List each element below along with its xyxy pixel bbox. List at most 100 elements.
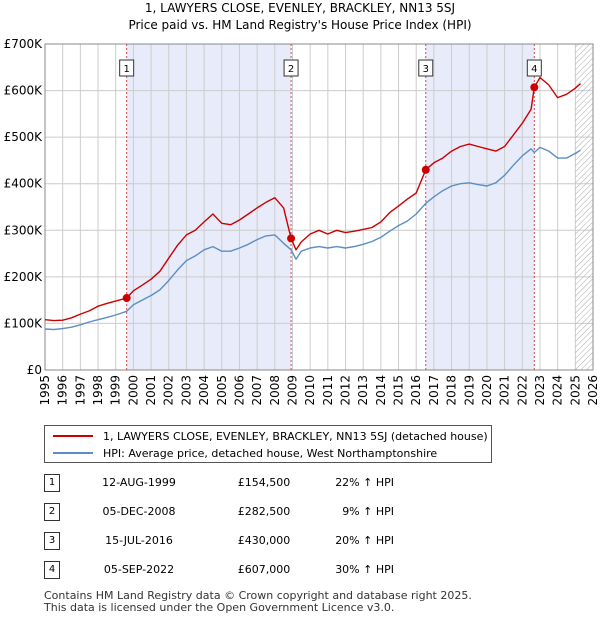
x-tick-label: 2009: [285, 375, 299, 406]
x-tick-label: 2023: [533, 375, 547, 406]
sales-table: 1 12-AUG-1999 £154,500 22% ↑ HPI 2 05-DE…: [44, 470, 444, 586]
x-tick-label: 2016: [409, 375, 423, 406]
sale-badge: 2: [44, 503, 60, 521]
legend-swatch-property: [53, 435, 93, 437]
x-tick-label: 2020: [480, 375, 494, 406]
sale-badge-label-2: 2: [288, 64, 294, 75]
title-line-2: Price paid vs. HM Land Registry's House …: [128, 18, 472, 32]
sale-badge-box-2: [283, 59, 299, 77]
hatched-region: [575, 44, 593, 370]
legend-label-property: 1, LAWYERS CLOSE, EVENLEY, BRACKLEY, NN1…: [103, 429, 488, 443]
gridlines: [44, 43, 594, 371]
x-tick-label: 1998: [91, 375, 105, 406]
x-tick-label: 2012: [339, 375, 353, 406]
x-tick-label: 2006: [232, 375, 246, 406]
y-tick-label: £700K: [4, 37, 44, 51]
sale-date: 12-AUG-1999: [102, 476, 176, 489]
sale-date: 05-DEC-2008: [102, 505, 176, 518]
sale-hpi-change: 20% ↑ HPI: [335, 534, 394, 547]
x-tick-label: 2013: [356, 375, 370, 406]
sale-price: £282,500: [237, 505, 291, 518]
x-axis: 1995 1996 1997 1998 1999 2000 2001 2002 2003 2004…: [38, 375, 600, 406]
sale-badge-box-1: [119, 59, 135, 77]
legend-item-hpi: HPI: Average price, detached house, West…: [53, 445, 437, 461]
y-tick-label: £0: [27, 363, 42, 377]
x-tick-label: 2025: [568, 375, 582, 406]
x-tick-label: 1996: [56, 375, 70, 406]
sale-badges: 1 2 3 4: [119, 59, 542, 77]
shaded-region-1: [126, 44, 292, 370]
sale-hpi-change: 22% ↑ HPI: [335, 476, 394, 489]
x-tick-label: 2007: [250, 375, 264, 406]
table-row: 2 05-DEC-2008 £282,500 9% ↑ HPI: [44, 499, 444, 528]
y-tick-label: £600K: [4, 84, 44, 98]
y-tick-label: £400K: [4, 177, 44, 191]
sale-hpi-change: 30% ↑ HPI: [335, 563, 394, 576]
footer: Contains HM Land Registry data © Crown c…: [44, 590, 472, 614]
sale-point-1: [122, 294, 131, 303]
x-tick-label: 2002: [162, 375, 176, 406]
series-line-hpi: [44, 146, 581, 331]
sale-point-3: [421, 165, 430, 174]
series-lines: [44, 76, 582, 331]
x-tick-label: 2005: [215, 375, 229, 406]
chart-title: 1, LAWYERS CLOSE, EVENLEY, BRACKLEY, NN1…: [0, 0, 600, 34]
x-tick-label: 2000: [126, 375, 140, 406]
sale-point-2: [287, 234, 296, 243]
footer-line-1: Contains HM Land Registry data © Crown c…: [44, 589, 472, 602]
x-tick-label: 2022: [515, 375, 529, 406]
sale-badge-box-3: [418, 59, 434, 77]
sale-badge-box-4: [526, 59, 542, 77]
sale-badge: 4: [44, 561, 60, 579]
x-tick-label: 2026: [586, 375, 600, 406]
y-tick-label: £100K: [4, 316, 44, 330]
y-axis: £0 £100K £200K £300K £400K £500K £600K £700K: [4, 37, 44, 377]
x-tick-label: 2011: [321, 375, 335, 406]
future-hatch: [575, 44, 593, 370]
sale-price: £430,000: [237, 534, 291, 547]
title-line-1: 1, LAWYERS CLOSE, EVENLEY, BRACKLEY, NN1…: [144, 1, 456, 15]
x-tick-label: 2003: [179, 375, 193, 406]
x-tick-label: 1995: [38, 375, 52, 406]
series-line-property: [44, 76, 582, 322]
sale-date: 05-SEP-2022: [103, 563, 175, 576]
sale-badge-label-3: 3: [423, 64, 429, 75]
sale-badge: 3: [44, 532, 60, 550]
footer-line-2: This data is licensed under the Open Gov…: [44, 601, 395, 614]
legend-label-hpi: HPI: Average price, detached house, West…: [103, 446, 438, 460]
x-tick-label: 2017: [427, 375, 441, 406]
sale-points: [122, 83, 539, 303]
table-row: 3 15-JUL-2016 £430,000 20% ↑ HPI: [44, 528, 444, 557]
legend-item-property: 1, LAWYERS CLOSE, EVENLEY, BRACKLEY, NN1…: [53, 428, 488, 444]
shaded-regions: [45, 44, 593, 370]
x-tick-label: 2015: [392, 375, 406, 406]
shaded-region-2: [425, 44, 535, 370]
x-tick-label: 2014: [374, 375, 388, 406]
y-tick-label: £300K: [4, 223, 44, 237]
x-tick-label: 1999: [109, 375, 123, 406]
x-tick-label: 2004: [197, 375, 211, 406]
sale-hpi-change: 9% ↑ HPI: [342, 505, 394, 518]
x-tick-label: 2001: [144, 375, 158, 406]
table-row: 1 12-AUG-1999 £154,500 22% ↑ HPI: [44, 470, 444, 499]
x-tick-label: 2008: [268, 375, 282, 406]
x-tick-label: 2018: [445, 375, 459, 406]
x-tick-label: 2010: [303, 375, 317, 406]
sale-badge: 1: [44, 474, 60, 492]
x-tick-label: 2019: [462, 375, 476, 406]
sale-price: £154,500: [237, 476, 291, 489]
x-tick-label: 2024: [551, 375, 565, 406]
legend-swatch-hpi: [53, 452, 93, 454]
x-tick-label: 1997: [73, 375, 87, 406]
y-tick-label: £200K: [4, 270, 44, 284]
sale-point-4: [530, 83, 539, 92]
table-row: 4 05-SEP-2022 £607,000 30% ↑ HPI: [44, 557, 444, 586]
sale-badge-label-4: 4: [531, 64, 537, 75]
sale-price: £607,000: [237, 563, 291, 576]
y-tick-label: £500K: [4, 130, 44, 144]
x-tick-label: 2021: [498, 375, 512, 406]
sale-badge-label-1: 1: [123, 64, 129, 75]
sale-date: 15-JUL-2016: [105, 534, 173, 547]
chart: 1 2 3 4 £0 £100K £200K £300K £400K £500K £600K £70…: [4, 37, 600, 406]
legend: 1, LAWYERS CLOSE, EVENLEY, BRACKLEY, NN1…: [44, 425, 492, 463]
